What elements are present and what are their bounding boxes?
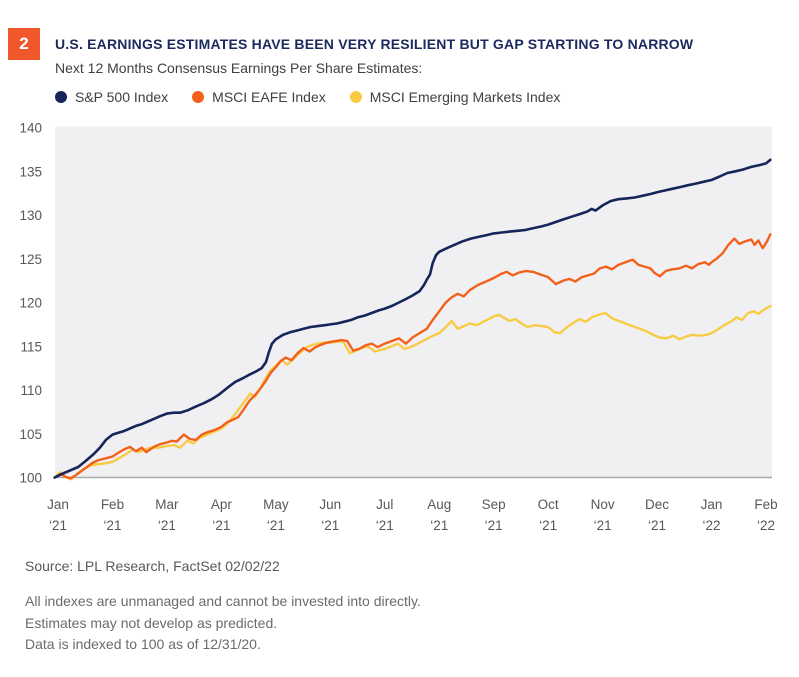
series-line-s-p-500-index [53, 158, 772, 479]
x-tick-label: Jan ‘22 [701, 497, 723, 533]
legend-label-em: MSCI Emerging Markets Index [369, 89, 561, 105]
legend-item-em: MSCI Emerging Markets Index [349, 89, 561, 105]
disclaimer-line-3: Data is indexed to 100 as of 12/31/20. [25, 636, 261, 652]
x-tick-label: Jan ‘21 [47, 497, 69, 533]
y-tick-label: 135 [19, 164, 42, 179]
x-tick-label: Mar ‘21 [155, 497, 179, 533]
x-tick-label: May ‘21 [263, 497, 289, 533]
plot-area [55, 126, 772, 478]
x-tick-label: Jun ‘21 [319, 497, 341, 533]
legend-dot-eafe-icon [192, 91, 205, 103]
line-chart: 100 105 110 115 120 125 130 135 140 Jan ‘21 Feb ‘21 M… [19, 121, 777, 534]
legend-dot-em-icon [349, 91, 362, 103]
y-tick-label: 120 [19, 296, 42, 311]
legend-label-sp500: S&P 500 Index [75, 89, 169, 105]
legend-item-eafe: MSCI EAFE Index [192, 89, 326, 105]
y-tick-label: 130 [19, 208, 42, 223]
x-tick-label: Oct ‘21 [538, 497, 559, 533]
chart-subtitle: Next 12 Months Consensus Earnings Per Sh… [55, 60, 423, 76]
x-tick-label: Aug ‘21 [427, 497, 451, 533]
figure-number-badge: 2 [8, 28, 40, 60]
y-tick-label: 125 [19, 252, 42, 267]
x-tick-label: Apr ‘21 [211, 497, 233, 533]
figure-title: U.S. EARNINGS ESTIMATES HAVE BEEN VERY R… [55, 36, 694, 52]
series-line-msci-emerging-markets-index [53, 304, 772, 481]
x-tick-label: Dec ‘21 [645, 497, 669, 533]
y-tick-label: 105 [19, 427, 42, 442]
y-tick-label: 115 [20, 339, 42, 354]
y-tick-label: 100 [19, 471, 42, 486]
y-tick-label: 110 [20, 383, 42, 398]
legend-item-sp500: S&P 500 Index [55, 89, 168, 105]
series-line-msci-eafe-index [53, 233, 772, 480]
chart-legend: S&P 500 Index MSCI EAFE Index MSCI Emerg… [55, 89, 584, 105]
x-tick-label: Feb ‘22 [754, 497, 777, 533]
y-tick-label: 140 [19, 121, 42, 136]
disclaimer-block: All indexes are unmanaged and cannot be … [25, 591, 765, 656]
source-line: Source: LPL Research, FactSet 02/02/22 [25, 558, 280, 574]
legend-dot-sp500-icon [55, 91, 67, 103]
x-tick-label: Nov ‘21 [591, 497, 615, 533]
disclaimer-line-2: Estimates may not develop as predicted. [25, 614, 278, 631]
legend-label-eafe: MSCI EAFE Index [212, 89, 326, 105]
x-tick-label: Jul ‘21 [376, 497, 394, 533]
disclaimer-line-1: All indexes are unmanaged and cannot be … [25, 593, 421, 609]
x-tick-label: Sep ‘21 [482, 497, 506, 533]
x-tick-label: Feb ‘21 [101, 497, 124, 533]
